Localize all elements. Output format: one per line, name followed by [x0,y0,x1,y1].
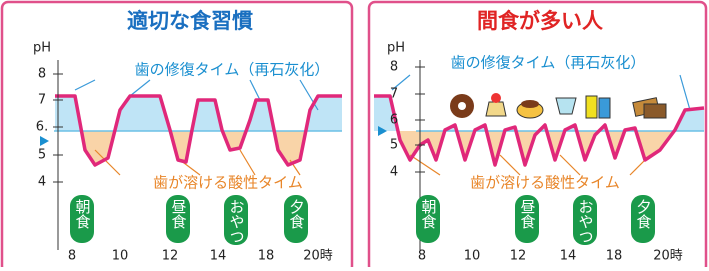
y-axis-label: pH [33,41,51,56]
meal-label: おやつ [577,199,595,244]
leader-line [75,80,95,90]
y-tick-label: 8 [390,60,398,75]
y-tick-label: 5 [390,138,398,153]
y-tick-label: 4 [390,165,398,180]
x-tick-label: 18 [606,249,623,264]
panel-title: 適切な食習慣 [127,9,253,33]
panel-title: 間食が多い人 [477,9,603,33]
y-tick-label: 6 [390,113,398,128]
x-tick-label: 18 [258,249,275,264]
meal-label: 昼食 [170,199,188,229]
y-tick-label: 5 [38,148,46,163]
leader-line [680,75,690,110]
meal-label: 朝食 [420,199,438,229]
leader-line [240,150,255,175]
x-tick-label: 14 [560,249,577,264]
leader-line [130,80,150,96]
leader-line [250,80,260,100]
recovery-label: 歯の修復タイム（再石灰化） [451,54,646,72]
meal-label: 夕食 [288,199,306,229]
x-tick-label: 12 [162,249,179,264]
meal-label: 昼食 [519,199,537,229]
meal-label: おやつ [228,199,246,244]
meal-label: 朝食 [74,199,92,229]
acid-label: 歯が溶ける酸性タイム [153,174,303,192]
y-tick-label: 8 [38,67,46,82]
leader-line [300,80,318,110]
snack-icons [450,93,666,118]
x-tick-label: 20時 [653,249,683,264]
recovery-label: 歯の修復タイム（再石灰化） [135,61,330,79]
y-axis-label: pH [387,41,405,56]
x-tick-label: 8 [68,249,76,264]
acid-label: 歯が溶ける酸性タイム [470,174,620,192]
y-tick-label: 6. [36,120,48,135]
leader-line [500,155,520,175]
x-tick-label: 20時 [303,249,333,264]
y-tick-label: 4 [38,175,46,190]
diagram: 適切な食習慣 pH 8 7 6. 5 4 歯の修復タイム（再石灰化） 歯が溶ける酸性タイム朝食 昼… [0,0,709,267]
x-tick-label: 10 [464,249,481,264]
x-tick-label: 10 [112,249,129,264]
leader-line [560,155,580,175]
x-tick-label: 14 [210,249,227,264]
y-tick-label: 7 [38,93,46,108]
x-tick-label: 12 [510,249,527,264]
meal-label: 夕食 [635,199,653,229]
x-tick-label: 8 [418,249,426,264]
y-tick-label: 7 [390,87,398,102]
critical-marker [40,136,49,146]
